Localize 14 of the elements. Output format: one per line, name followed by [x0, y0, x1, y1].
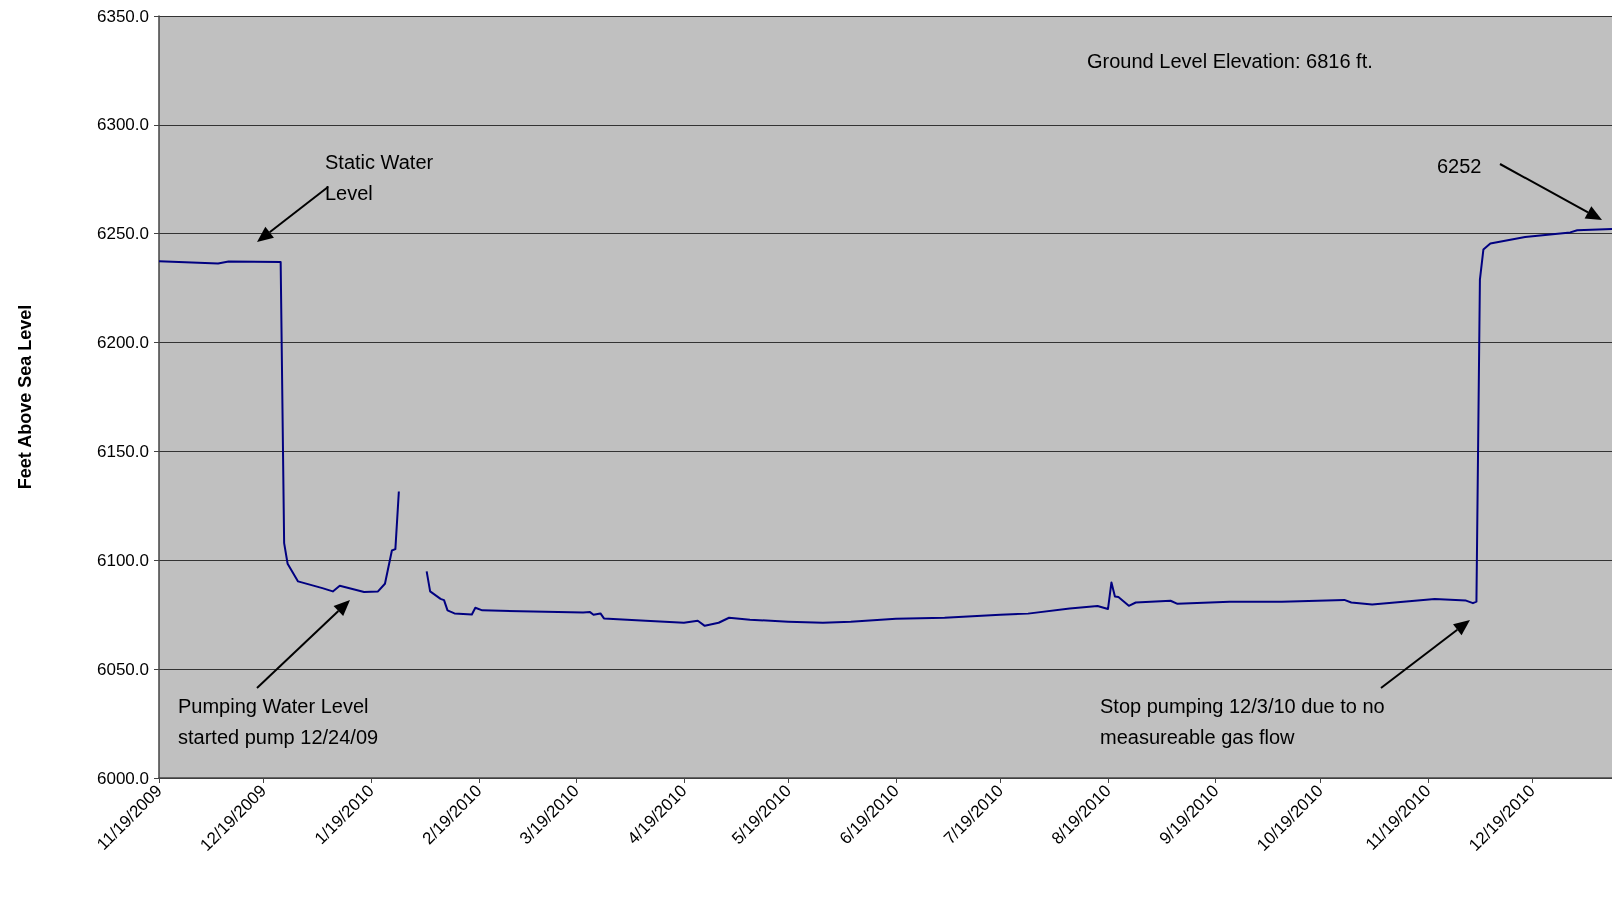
y-tick-label: 6000.0	[97, 768, 149, 788]
y-tick-label: 6300.0	[97, 115, 149, 135]
y-tick-label: 6200.0	[97, 333, 149, 353]
y-axis-title: Feet Above Sea Level	[15, 304, 35, 490]
annotation: Stop pumping 12/3/10 due to no measureable gas flow	[1100, 694, 1391, 748]
y-tick-label: 6050.0	[97, 659, 149, 679]
y-tick-label: 6350.0	[97, 6, 149, 26]
annotation: Pumping Water Level started pump 12/24/09	[178, 694, 379, 748]
y-tick-label: 6150.0	[97, 441, 149, 461]
annotation: 6252	[1437, 154, 1482, 177]
annotation: Static Water Level	[325, 150, 439, 204]
y-tick-label: 6100.0	[97, 550, 149, 570]
annotation: Ground Level Elevation: 6816 ft.	[1087, 49, 1373, 72]
y-tick-label: 6250.0	[97, 224, 149, 244]
